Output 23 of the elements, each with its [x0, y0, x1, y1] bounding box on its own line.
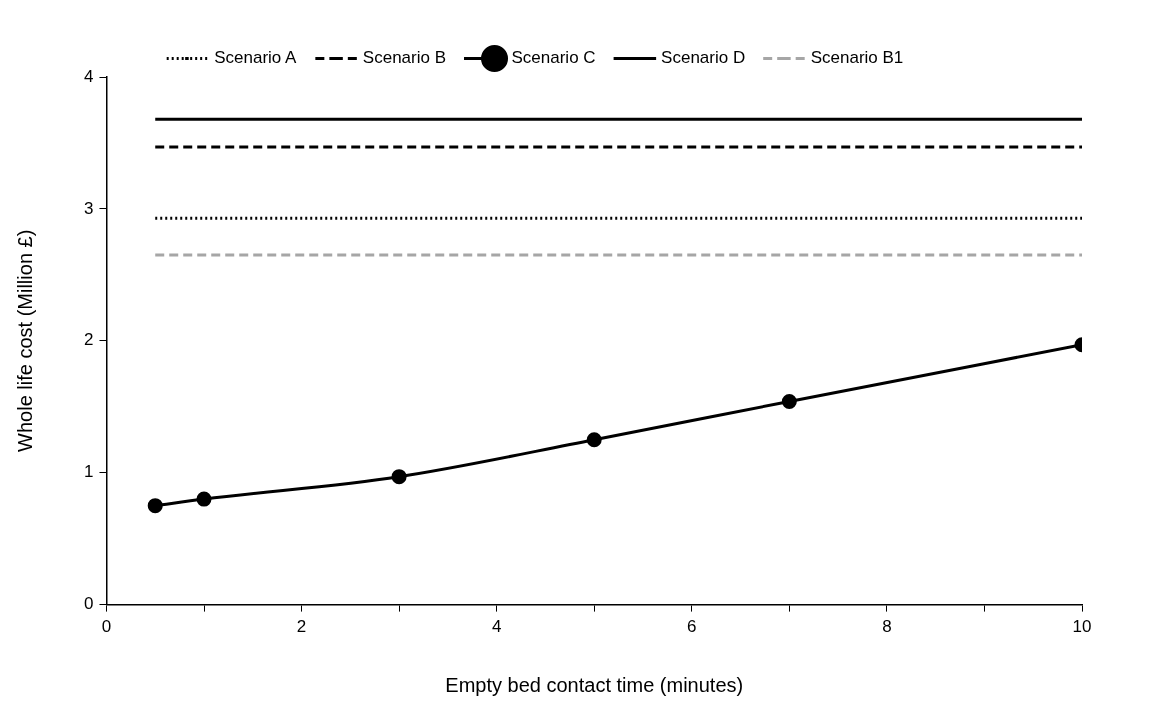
point	[391, 469, 407, 485]
legend-label: Scenario B1	[810, 48, 904, 68]
legend-label: Scenario A	[214, 48, 298, 68]
legend-label: Scenario D	[661, 48, 746, 68]
x-tick-label: 10	[1072, 617, 1092, 637]
y-axis-title: Whole life cost (Million £)	[13, 229, 36, 452]
x-tick-label: 8	[882, 617, 892, 637]
x-tick-label: 4	[491, 617, 502, 637]
y-tick-label: 4	[83, 66, 94, 86]
point	[196, 491, 212, 507]
legend-label: Scenario C	[511, 48, 596, 68]
x-tick-label: 6	[687, 617, 697, 637]
y-tick-label: 3	[83, 198, 94, 218]
x-tick-label: 2	[296, 617, 307, 637]
y-tick-label: 1	[83, 462, 94, 482]
y-tick-label: 0	[83, 594, 94, 614]
y-tick-label: 2	[83, 330, 94, 350]
x-tick-label: 0	[101, 617, 112, 637]
x-axis-title: Empty bed contact time (minutes)	[445, 673, 744, 696]
legend-label: Scenario B	[362, 48, 447, 68]
point	[586, 432, 602, 448]
point	[781, 393, 797, 409]
point	[147, 498, 163, 514]
